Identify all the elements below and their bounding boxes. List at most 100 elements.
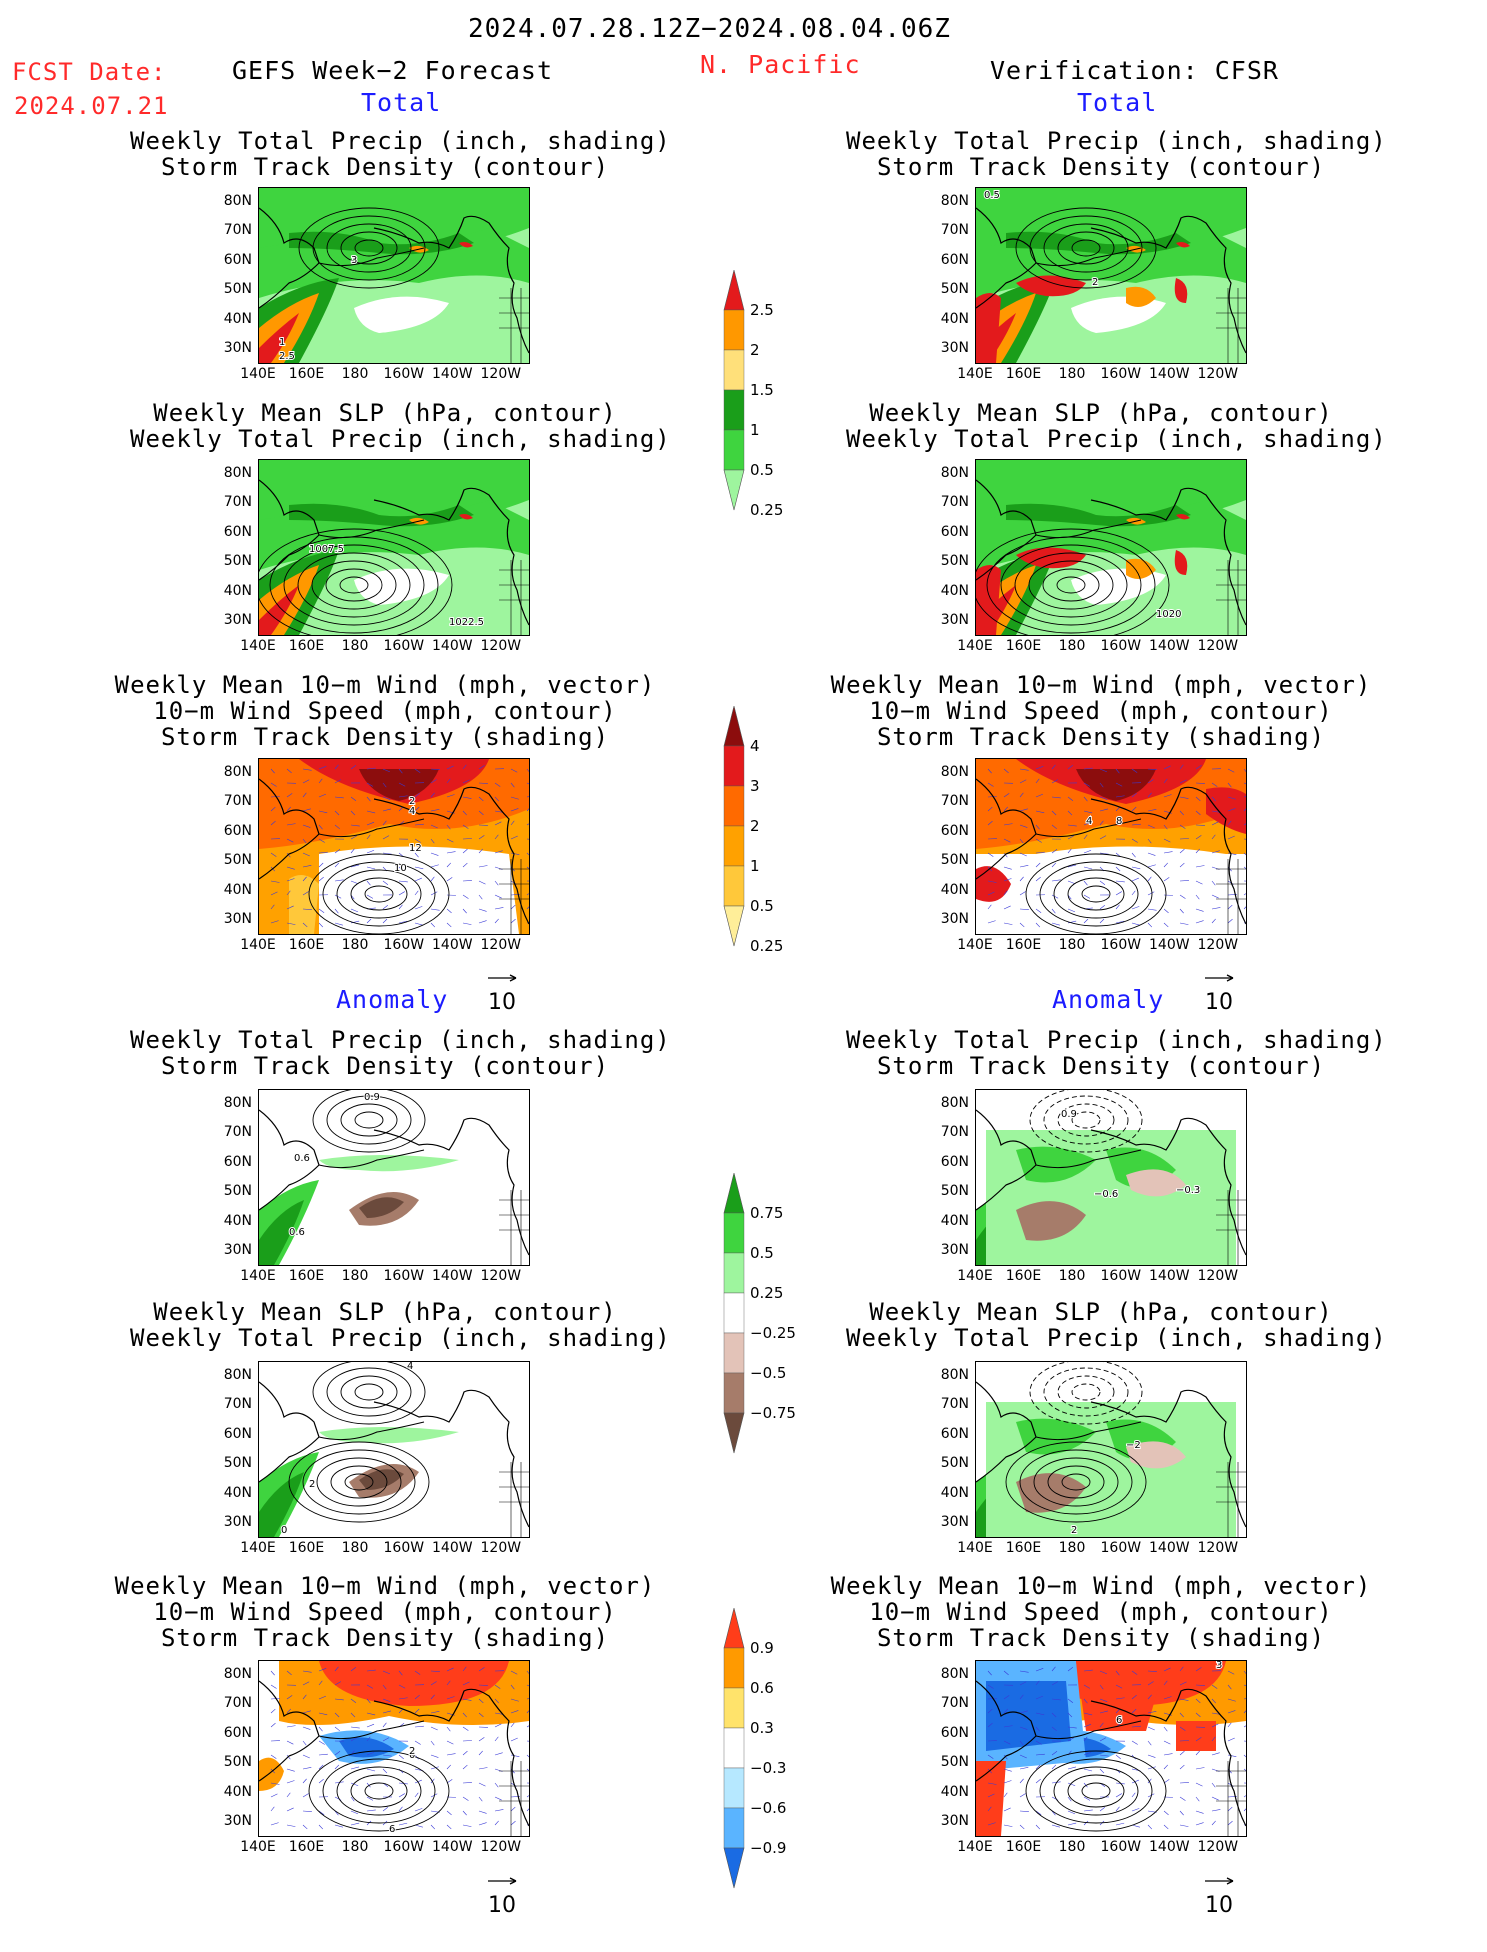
contour-label: 2.5 bbox=[279, 351, 295, 362]
lat-tick-label: 50N bbox=[935, 1183, 969, 1199]
lat-tick-label: 70N bbox=[935, 1124, 969, 1140]
lat-tick-label: 70N bbox=[935, 793, 969, 809]
contour-label: −2 bbox=[1126, 1440, 1141, 1451]
lat-tick-label: 40N bbox=[218, 311, 252, 327]
lon-tick-label: 160E bbox=[287, 638, 327, 654]
title-precip-track-4: Weekly Total Precip (inch, shading) Stor… bbox=[846, 1027, 1356, 1079]
vector-ref-3: 10 bbox=[477, 1868, 527, 1918]
lat-tick-label: 70N bbox=[218, 1396, 252, 1412]
vector-ref-4: 10 bbox=[1194, 1868, 1244, 1918]
contour-label: 3 bbox=[1216, 1661, 1222, 1671]
contour-label: 1 bbox=[279, 337, 285, 348]
lat-tick-label: 40N bbox=[218, 1213, 252, 1229]
contour-label: 6 bbox=[1116, 1715, 1122, 1726]
lon-tick-label: 120W bbox=[481, 1540, 521, 1556]
title-wind-track-4: Weekly Mean 10−m Wind (mph, vector) 10−m… bbox=[826, 1573, 1376, 1651]
lon-tick-label: 120W bbox=[1198, 1839, 1238, 1855]
lon-tick-label: 180 bbox=[1052, 366, 1092, 382]
lat-tick-label: 30N bbox=[218, 1813, 252, 1829]
colorbar-label: 2 bbox=[750, 817, 760, 835]
contour-label: 0.6 bbox=[294, 1153, 310, 1164]
lat-tick-label: 70N bbox=[218, 1695, 252, 1711]
lon-tick-label: 160W bbox=[1101, 1268, 1141, 1284]
lat-tick-label: 80N bbox=[935, 764, 969, 780]
lat-tick-label: 80N bbox=[218, 1095, 252, 1111]
contour-label: 1022.5 bbox=[449, 617, 484, 628]
lon-tick-label: 140E bbox=[238, 1839, 278, 1855]
lon-tick-label: 140E bbox=[238, 1268, 278, 1284]
lat-tick-label: 80N bbox=[935, 1367, 969, 1383]
lon-tick-label: 160W bbox=[384, 366, 424, 382]
lat-tick-label: 40N bbox=[935, 311, 969, 327]
title-slp-precip-2: Weekly Mean SLP (hPa, contour) Weekly To… bbox=[846, 400, 1356, 452]
lon-tick-label: 160W bbox=[1101, 1540, 1141, 1556]
lat-tick-label: 60N bbox=[218, 524, 252, 540]
contour-label: 10 bbox=[394, 863, 407, 874]
contour-label: 0 bbox=[281, 1525, 287, 1536]
lat-tick-label: 60N bbox=[935, 252, 969, 268]
anomaly-label-left: Anomaly bbox=[336, 985, 448, 1014]
colorbar-label: −0.9 bbox=[750, 1839, 786, 1857]
contour-label: 4 bbox=[1086, 816, 1092, 827]
lat-tick-label: 80N bbox=[218, 764, 252, 780]
lat-tick-label: 30N bbox=[935, 1242, 969, 1258]
fcst-label: FCST Date: bbox=[12, 58, 167, 86]
title-wind-track-3: Weekly Mean 10−m Wind (mph, vector) 10−m… bbox=[110, 1573, 660, 1651]
colorbar-label: 1 bbox=[750, 421, 760, 439]
title-wind-track-2: Weekly Mean 10−m Wind (mph, vector) 10−m… bbox=[826, 672, 1376, 750]
lon-tick-label: 180 bbox=[335, 1268, 375, 1284]
lat-tick-label: 60N bbox=[218, 1426, 252, 1442]
lat-tick-label: 40N bbox=[935, 1485, 969, 1501]
lat-tick-label: 50N bbox=[935, 1754, 969, 1770]
lon-tick-label: 140W bbox=[432, 366, 472, 382]
lon-tick-label: 140E bbox=[955, 366, 995, 382]
lat-tick-label: 80N bbox=[218, 193, 252, 209]
lat-tick-label: 80N bbox=[218, 1666, 252, 1682]
title-wind-track-1: Weekly Mean 10−m Wind (mph, vector) 10−m… bbox=[110, 672, 660, 750]
lon-tick-label: 180 bbox=[1052, 1839, 1092, 1855]
lon-tick-label: 180 bbox=[335, 638, 375, 654]
lon-tick-label: 140E bbox=[238, 1540, 278, 1556]
contour-label: 12 bbox=[409, 843, 422, 854]
vector-ref-label-1: 10 bbox=[488, 990, 516, 1015]
contour-label: 1007.5 bbox=[309, 544, 344, 555]
total-label-left: Total bbox=[361, 88, 441, 117]
lat-tick-label: 50N bbox=[218, 281, 252, 297]
contour-label: −0.3 bbox=[1176, 1185, 1200, 1196]
contour-label: 2 bbox=[309, 1479, 315, 1490]
contour-label: 8 bbox=[1116, 816, 1122, 827]
lat-tick-label: 60N bbox=[935, 524, 969, 540]
lon-tick-label: 140E bbox=[238, 638, 278, 654]
lat-tick-label: 30N bbox=[935, 1514, 969, 1530]
colorbar-label: 0.25 bbox=[750, 501, 783, 519]
contour-label: 3 bbox=[351, 255, 357, 266]
lon-tick-label: 160W bbox=[1101, 937, 1141, 953]
lon-tick-label: 160E bbox=[1004, 1268, 1044, 1284]
lon-tick-label: 140W bbox=[432, 1540, 472, 1556]
lat-tick-label: 30N bbox=[218, 1514, 252, 1530]
lon-tick-label: 140E bbox=[955, 1839, 995, 1855]
lon-tick-label: 180 bbox=[335, 366, 375, 382]
lat-tick-label: 60N bbox=[935, 823, 969, 839]
lat-tick-label: 70N bbox=[935, 494, 969, 510]
fcst-date: 2024.07.21 bbox=[14, 92, 169, 120]
contour-label: 2 bbox=[1071, 1525, 1077, 1536]
lat-tick-label: 70N bbox=[218, 222, 252, 238]
lon-tick-label: 120W bbox=[1198, 638, 1238, 654]
lat-tick-label: 30N bbox=[218, 1242, 252, 1258]
colorbar-label: 0.9 bbox=[750, 1639, 774, 1657]
contour-label: 1020 bbox=[1156, 609, 1181, 620]
lon-tick-label: 140W bbox=[1149, 638, 1189, 654]
title-precip-track-1: Weekly Total Precip (inch, shading) Stor… bbox=[130, 128, 640, 180]
vector-ref-2: 10 bbox=[1194, 965, 1244, 1015]
lon-tick-label: 180 bbox=[1052, 1268, 1092, 1284]
title-slp-precip-1: Weekly Mean SLP (hPa, contour) Weekly To… bbox=[130, 400, 640, 452]
lat-tick-label: 80N bbox=[218, 1367, 252, 1383]
contour-label: 0.5 bbox=[984, 190, 1000, 201]
